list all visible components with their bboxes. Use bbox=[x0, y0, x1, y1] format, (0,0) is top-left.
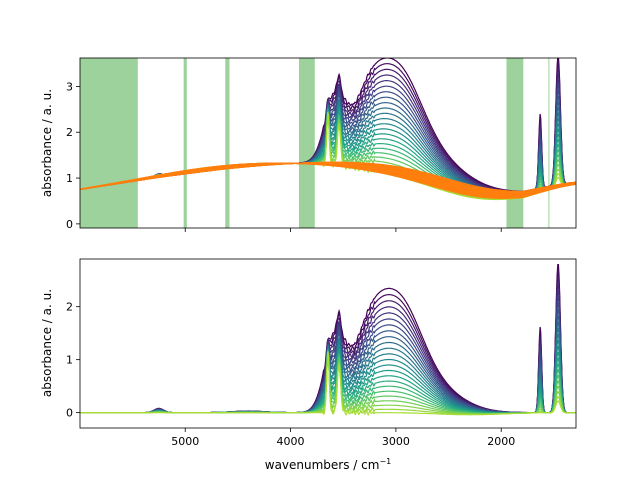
top-x-ticks bbox=[184, 228, 502, 232]
y-tick-label: 1 bbox=[66, 354, 73, 367]
top-baselines bbox=[80, 161, 576, 199]
top-y-ticks: 0 1 2 3 bbox=[66, 80, 80, 231]
bottom-axes-frame bbox=[79, 258, 577, 429]
excluded-region bbox=[506, 58, 524, 228]
bottom-x-ticks: 5000 4000 3000 2000 bbox=[171, 428, 515, 448]
bottom-panel: 5000 4000 3000 2000 012 absorbance / a. u. … bbox=[40, 258, 577, 472]
bottom-spectrum-line bbox=[80, 352, 576, 416]
excluded-region bbox=[298, 58, 315, 228]
top-panel: 0 1 2 3 absorbance / a. u. bbox=[40, 57, 577, 232]
top-axes-frame bbox=[79, 57, 577, 229]
y-tick-label: 2 bbox=[66, 126, 73, 139]
y-tick-label: 2 bbox=[66, 301, 73, 314]
x-tick-label: 5000 bbox=[171, 435, 199, 448]
excluded-regions bbox=[80, 58, 550, 228]
x-tick-label: 2000 bbox=[487, 435, 515, 448]
baseline-line bbox=[80, 162, 576, 199]
bottom-y-ticks: 0 1 2 bbox=[66, 301, 80, 420]
excluded-region bbox=[225, 58, 230, 228]
bottom-y-axis-label: absorbance / a. u. bbox=[40, 289, 54, 397]
y-tick-label: 1 bbox=[66, 172, 73, 185]
y-tick-label: 0 bbox=[66, 218, 73, 231]
bottom-spectra bbox=[80, 264, 576, 416]
y-tick-label: 3 bbox=[66, 80, 73, 93]
top-y-axis-label: absorbance / a. u. bbox=[40, 89, 54, 197]
excluded-region bbox=[183, 58, 187, 228]
x-axis-label: wavenumbers / cm−1 bbox=[265, 457, 392, 472]
y-tick-label: 0 bbox=[66, 407, 73, 420]
x-tick-label: 3000 bbox=[382, 435, 410, 448]
x-tick-label: 4000 bbox=[277, 435, 305, 448]
excluded-region bbox=[548, 58, 550, 228]
excluded-region bbox=[80, 58, 138, 228]
